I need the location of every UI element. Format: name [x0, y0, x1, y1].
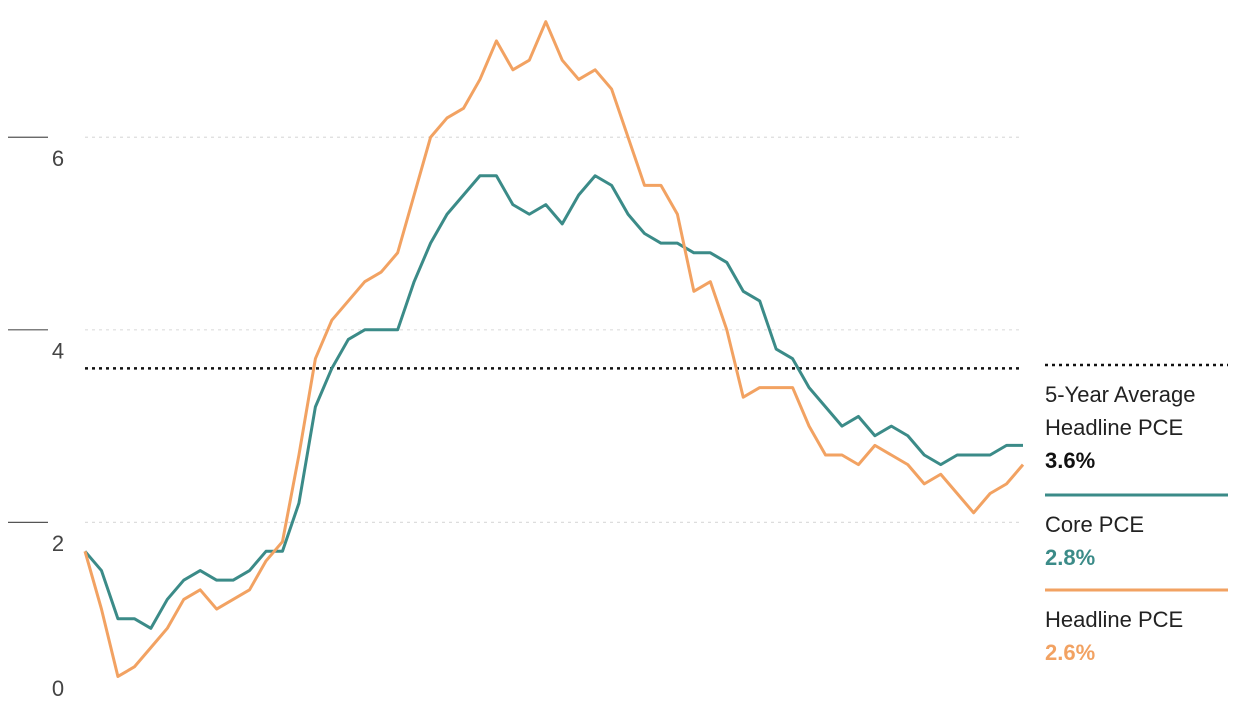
legend-label: Headline PCE — [1045, 607, 1184, 632]
series-line — [83, 20, 1025, 678]
legend-label: Core PCE — [1045, 512, 1145, 537]
legend-label: 5-Year Average Headline PCE — [1045, 382, 1196, 440]
legend-value: 2.8% — [1045, 545, 1096, 570]
y-tick-label: 4 — [52, 339, 64, 364]
y-tick-label: 0 — [52, 676, 64, 701]
series-line — [83, 174, 1023, 630]
legend-headline: Headline PCE 2.6% — [1045, 603, 1230, 669]
legend-average: 5-Year Average Headline PCE 3.6% — [1045, 378, 1230, 477]
y-tick-label: 2 — [52, 531, 64, 556]
legend-value: 2.6% — [1045, 640, 1096, 665]
legend-core: Core PCE 2.8% — [1045, 508, 1230, 574]
y-tick-label: 6 — [52, 146, 64, 171]
legend-value: 3.6% — [1045, 448, 1096, 473]
